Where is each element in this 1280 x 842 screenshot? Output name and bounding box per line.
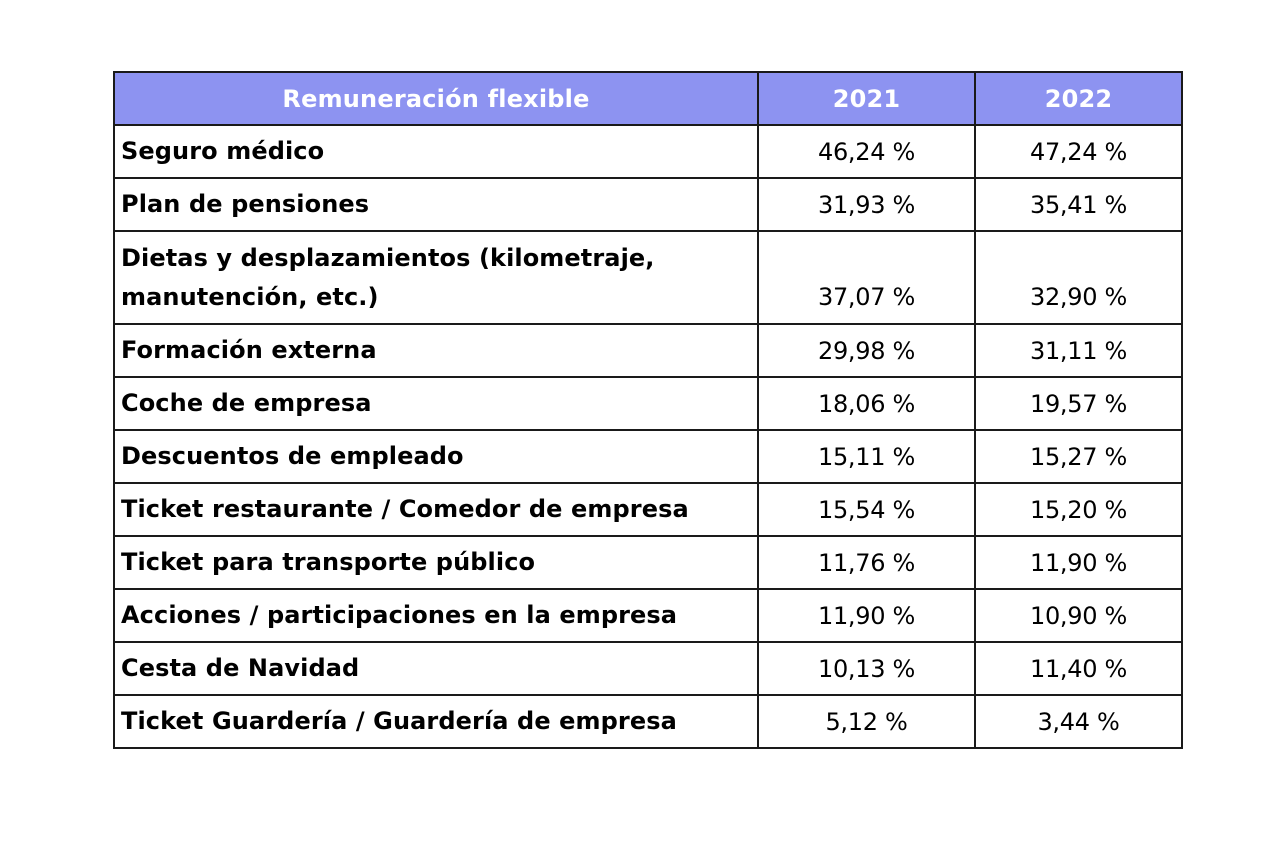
benefit-name: Formación externa (113, 323, 759, 378)
value-2021: 18,06 % (757, 376, 976, 431)
value-2021: 11,90 % (757, 588, 976, 643)
benefit-name: Descuentos de empleado (113, 429, 759, 484)
value-2022: 47,24 % (974, 124, 1183, 179)
value-2021: 10,13 % (757, 641, 976, 696)
benefit-name: Dietas y desplazamientos (kilometraje, m… (113, 230, 759, 325)
value-2022: 19,57 % (974, 376, 1183, 431)
value-2021: 37,07 % (757, 230, 976, 325)
benefit-name: Ticket Guardería / Guardería de empresa (113, 694, 759, 749)
benefit-name: Coche de empresa (113, 376, 759, 431)
value-2021: 46,24 % (757, 124, 976, 179)
value-2022: 15,20 % (974, 482, 1183, 537)
table-row: Ticket restaurante / Comedor de empresa … (113, 482, 1183, 537)
value-2022: 11,40 % (974, 641, 1183, 696)
table-row: Dietas y desplazamientos (kilometraje, m… (113, 230, 1183, 325)
benefit-name: Seguro médico (113, 124, 759, 179)
value-2021: 11,76 % (757, 535, 976, 590)
value-2022: 31,11 % (974, 323, 1183, 378)
table-row: Plan de pensiones 31,93 % 35,41 % (113, 177, 1183, 232)
table-body: Seguro médico 46,24 % 47,24 % Plan de pe… (113, 124, 1183, 749)
benefit-name: Cesta de Navidad (113, 641, 759, 696)
value-2022: 32,90 % (974, 230, 1183, 325)
value-2021: 15,11 % (757, 429, 976, 484)
benefit-name: Ticket restaurante / Comedor de empresa (113, 482, 759, 537)
value-2022: 15,27 % (974, 429, 1183, 484)
value-2021: 15,54 % (757, 482, 976, 537)
table-row: Acciones / participaciones en la empresa… (113, 588, 1183, 643)
table-row: Descuentos de empleado 15,11 % 15,27 % (113, 429, 1183, 484)
benefits-table: Remuneración flexible 2021 2022 Seguro m… (113, 71, 1183, 749)
header-benefit: Remuneración flexible (113, 71, 759, 126)
header-row: Remuneración flexible 2021 2022 (113, 71, 1183, 126)
value-2021: 29,98 % (757, 323, 976, 378)
table-header: Remuneración flexible 2021 2022 (113, 71, 1183, 126)
value-2022: 11,90 % (974, 535, 1183, 590)
benefit-name: Acciones / participaciones en la empresa (113, 588, 759, 643)
table-row: Formación externa 29,98 % 31,11 % (113, 323, 1183, 378)
header-year-2021: 2021 (757, 71, 976, 126)
table-row: Coche de empresa 18,06 % 19,57 % (113, 376, 1183, 431)
table-row: Cesta de Navidad 10,13 % 11,40 % (113, 641, 1183, 696)
value-2022: 3,44 % (974, 694, 1183, 749)
value-2021: 5,12 % (757, 694, 976, 749)
value-2021: 31,93 % (757, 177, 976, 232)
benefit-name: Plan de pensiones (113, 177, 759, 232)
benefit-name: Ticket para transporte público (113, 535, 759, 590)
value-2022: 35,41 % (974, 177, 1183, 232)
table-row: Seguro médico 46,24 % 47,24 % (113, 124, 1183, 179)
value-2022: 10,90 % (974, 588, 1183, 643)
table-row: Ticket Guardería / Guardería de empresa … (113, 694, 1183, 749)
table-row: Ticket para transporte público 11,76 % 1… (113, 535, 1183, 590)
header-year-2022: 2022 (974, 71, 1183, 126)
